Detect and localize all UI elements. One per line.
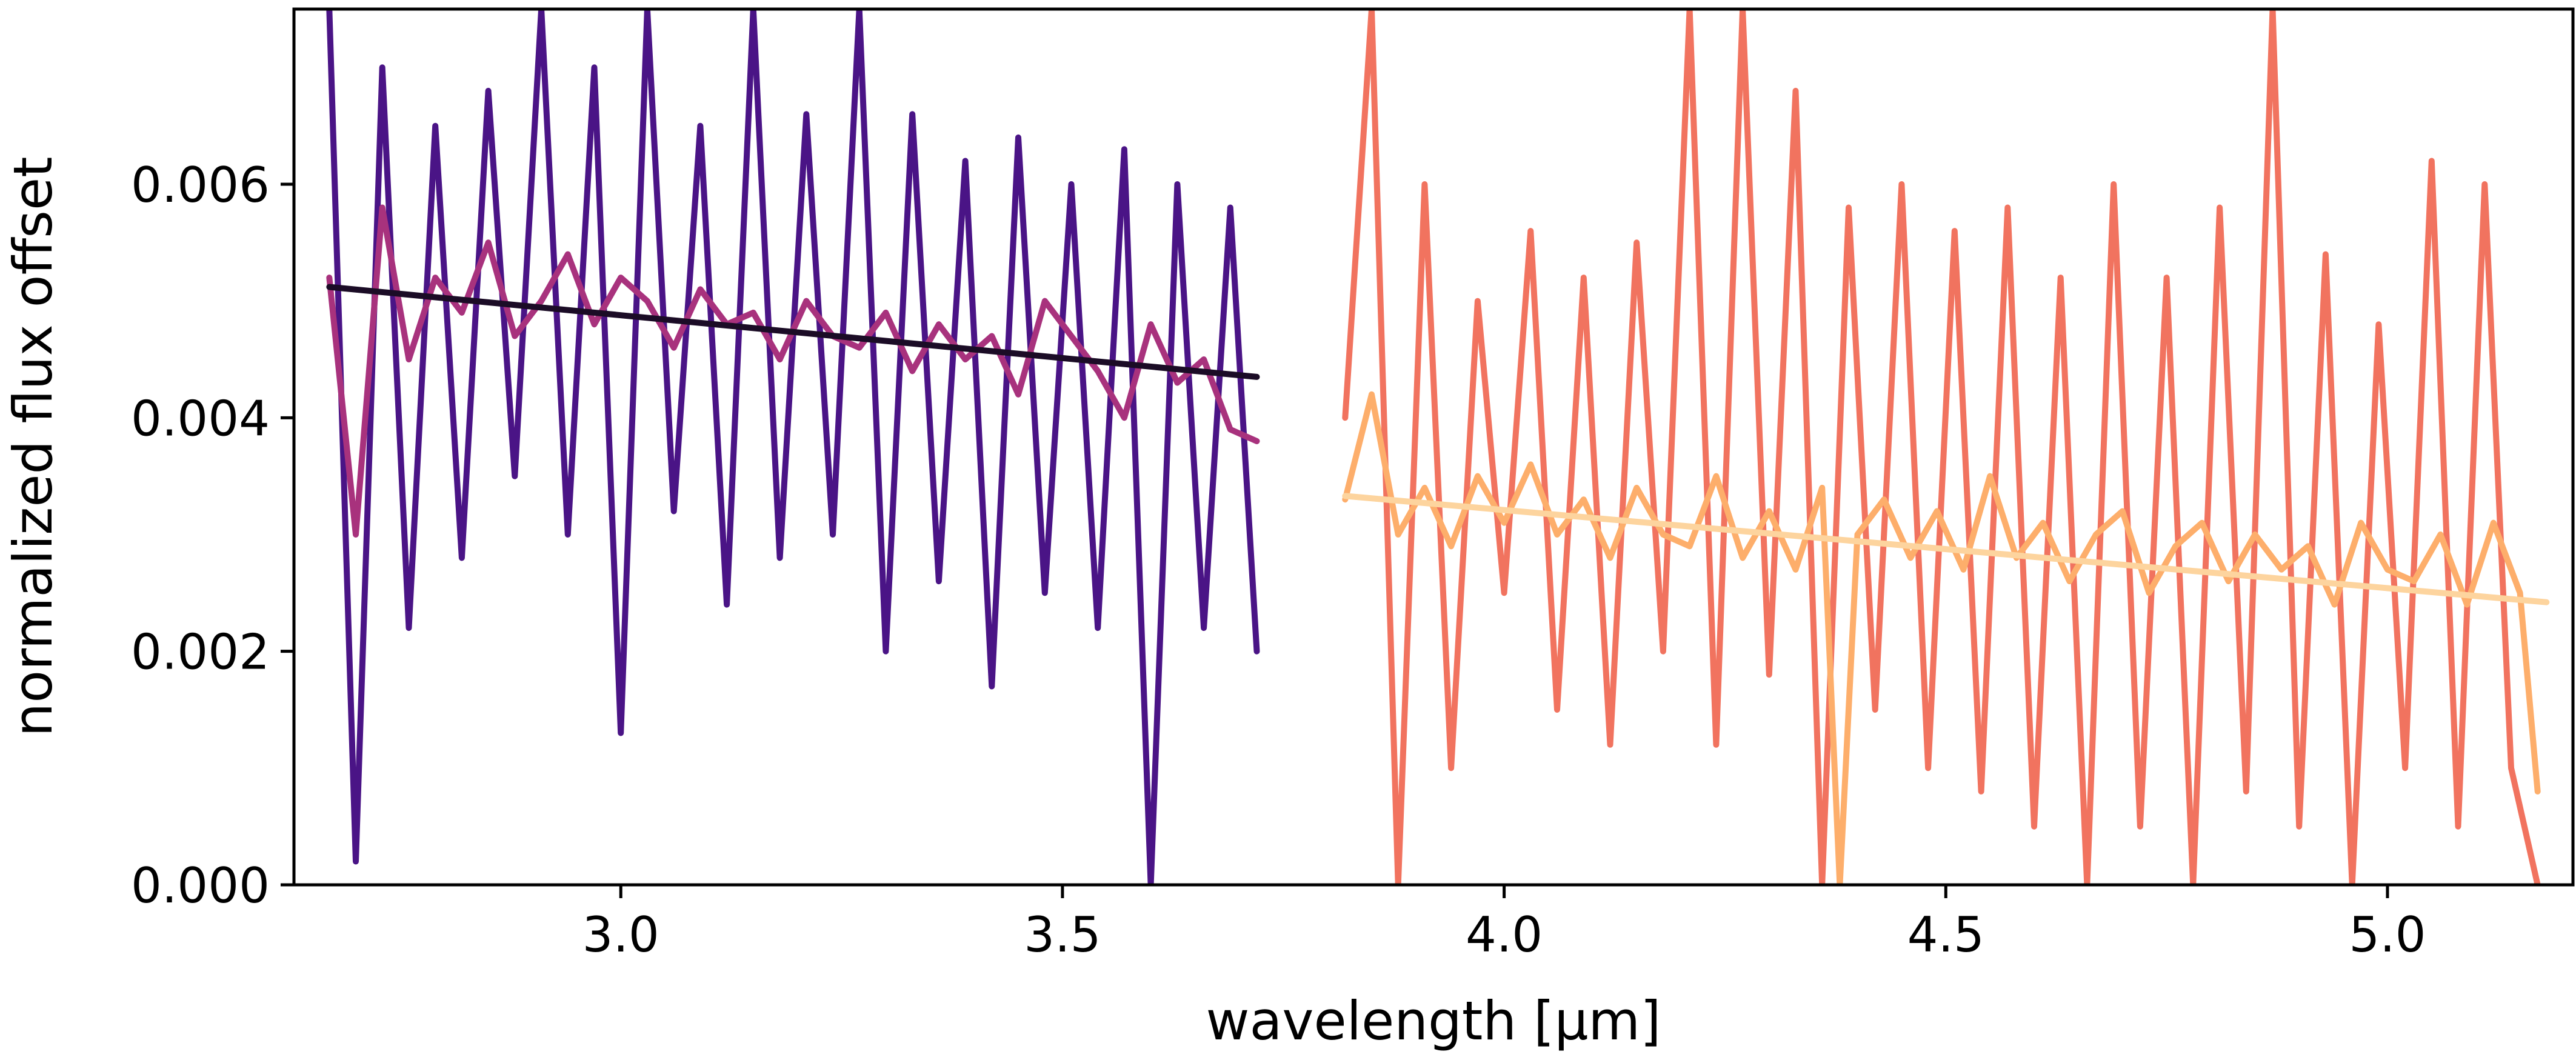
y-tick-label: 0.006: [131, 157, 270, 213]
x-tick-label: 5.0: [2349, 907, 2426, 963]
x-tick-label: 4.5: [1907, 907, 1984, 963]
plot-frame: [292, 7, 2575, 887]
series-fit-line-5: [1342, 493, 2550, 605]
series-layer: [326, 9, 2550, 885]
x-axis-label: wavelength [μm]: [1206, 990, 1661, 1052]
x-tick-label: 3.5: [1024, 907, 1101, 963]
y-tick-label: 0.004: [131, 390, 270, 447]
y-tick-label: 0.000: [131, 858, 270, 914]
x-tick-label: 3.0: [582, 907, 659, 963]
x-axis: 3.0 3.5 4.0 4.5 5.0: [582, 885, 2426, 963]
series-fit-line-2: [326, 284, 1260, 380]
y-axis-label: normalized flux offset: [2, 156, 64, 736]
series-raw-line-3: [1342, 9, 2541, 885]
y-tick-label: 0.002: [131, 624, 270, 681]
x-tick-label: 4.0: [1466, 907, 1543, 963]
y-axis: 0.000 0.002 0.004 0.006: [131, 157, 294, 914]
